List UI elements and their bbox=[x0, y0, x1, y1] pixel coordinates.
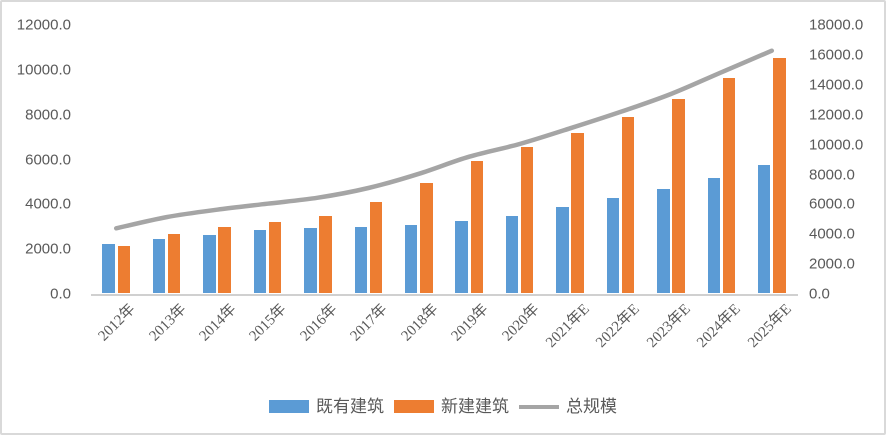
bar-existing-2016年 bbox=[304, 227, 317, 294]
right-axis-tick: 16000.0 bbox=[809, 46, 864, 64]
bar-new-2020年 bbox=[520, 147, 534, 294]
legend-item-total-scale: 总规模 bbox=[519, 398, 617, 415]
bar-existing-2024年E bbox=[707, 177, 721, 294]
bar-existing-2015年 bbox=[253, 230, 267, 294]
left-axis-tick: 2000.0 bbox=[25, 240, 71, 258]
right-axis-tick: 10000.0 bbox=[809, 136, 864, 154]
right-axis-tick: 14000.0 bbox=[809, 76, 864, 94]
right-axis-tick: 8000.0 bbox=[809, 166, 855, 184]
x-axis-label-2019年: 2019年 bbox=[448, 301, 492, 345]
bar-new-2024年E bbox=[722, 77, 736, 294]
bar-new-2016年 bbox=[319, 215, 332, 294]
left-axis-tick: 0.0 bbox=[50, 285, 71, 303]
bar-new-2025年E bbox=[773, 57, 786, 294]
bar-new-2021年E bbox=[571, 132, 584, 294]
bar-existing-2013年 bbox=[152, 239, 166, 294]
right-axis-tick: 0.0 bbox=[809, 285, 830, 303]
bar-existing-2017年 bbox=[354, 226, 368, 294]
legend-swatch-blue bbox=[269, 400, 309, 413]
x-axis-label-2017年: 2017年 bbox=[347, 301, 391, 345]
bar-new-2018年 bbox=[420, 183, 433, 294]
x-axis-label-2020年: 2020年 bbox=[499, 301, 543, 345]
bar-existing-2025年E bbox=[757, 165, 771, 294]
left-axis-tick: 6000.0 bbox=[25, 151, 71, 169]
x-axis-label-2023年E: 2023年E bbox=[643, 301, 694, 351]
bar-existing-2020年 bbox=[505, 215, 519, 294]
bar-new-2015年 bbox=[268, 222, 282, 294]
bar-new-2019年 bbox=[470, 160, 483, 294]
bar-new-2012年 bbox=[117, 245, 130, 294]
bar-new-2017年 bbox=[369, 202, 383, 294]
x-axis-label-2018年: 2018年 bbox=[398, 301, 442, 345]
bar-existing-2019年 bbox=[455, 221, 468, 294]
left-axis-tick: 12000.0 bbox=[16, 16, 71, 34]
legend-line-swatch-gray bbox=[519, 404, 559, 409]
right-axis-tick: 18000.0 bbox=[809, 16, 864, 34]
bar-new-2013年 bbox=[167, 233, 181, 294]
legend-label: 新建建筑 bbox=[441, 397, 509, 416]
bar-new-2023年E bbox=[672, 99, 685, 294]
right-axis-tick: 2000.0 bbox=[809, 255, 855, 273]
bar-existing-2021年E bbox=[556, 206, 569, 294]
x-axis-label-2014年: 2014年 bbox=[196, 301, 240, 345]
left-axis-tick: 4000.0 bbox=[25, 195, 71, 213]
left-axis-tick: 10000.0 bbox=[16, 61, 71, 79]
right-axis-tick: 6000.0 bbox=[809, 195, 855, 213]
bar-existing-2022年E bbox=[606, 197, 620, 294]
x-axis-label-2021年E: 2021年E bbox=[543, 301, 593, 351]
bar-new-2014年 bbox=[218, 226, 231, 294]
legend: 既有建筑 新建建筑 总规模 bbox=[2, 398, 884, 415]
x-axis-line bbox=[91, 294, 798, 296]
x-axis-label-2015年: 2015年 bbox=[246, 301, 291, 345]
bar-existing-2014年 bbox=[203, 234, 216, 294]
right-axis-tick: 4000.0 bbox=[809, 225, 855, 243]
legend-item-existing-buildings: 既有建筑 bbox=[269, 398, 384, 415]
legend-swatch-orange bbox=[394, 400, 434, 413]
bar-existing-2018年 bbox=[404, 224, 418, 294]
legend-label: 总规模 bbox=[566, 397, 617, 416]
bar-new-2022年E bbox=[621, 117, 635, 294]
bar-existing-2012年 bbox=[102, 243, 115, 294]
bar-existing-2023年E bbox=[657, 188, 670, 294]
x-axis-label-2016年: 2016年 bbox=[297, 301, 341, 345]
x-axis-label-2024年E: 2024年E bbox=[694, 301, 744, 351]
x-axis-label-2025年E: 2025年E bbox=[744, 301, 795, 351]
x-axis-label-2013年: 2013年 bbox=[146, 301, 190, 345]
legend-item-new-buildings: 新建建筑 bbox=[394, 398, 509, 415]
x-axis-label-2022年E: 2022年E bbox=[593, 301, 644, 351]
right-axis-tick: 12000.0 bbox=[809, 106, 864, 124]
legend-label: 既有建筑 bbox=[316, 397, 384, 416]
left-axis-tick: 8000.0 bbox=[25, 106, 71, 124]
x-axis-label-2012年: 2012年 bbox=[95, 301, 139, 345]
